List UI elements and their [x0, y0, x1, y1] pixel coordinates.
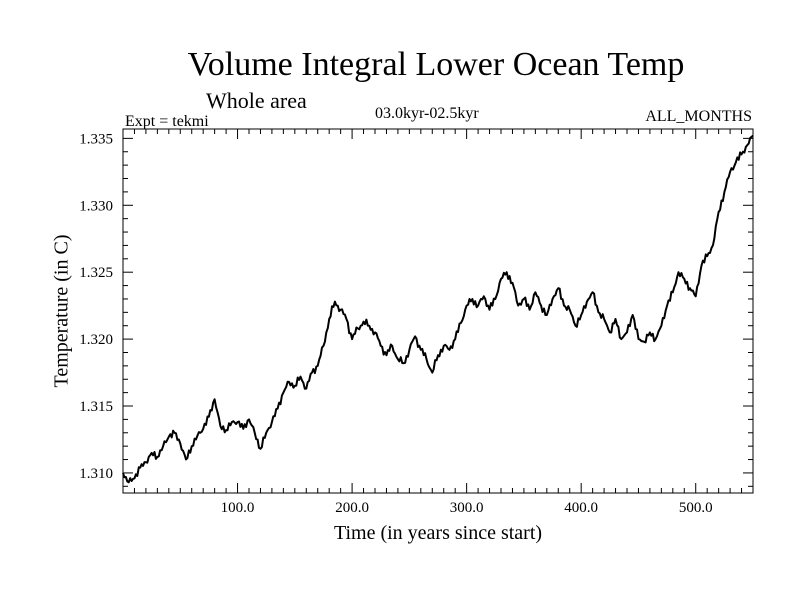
period-label: 03.0kyr-02.5kyr — [375, 105, 479, 122]
experiment-label: Expt = tekmi — [125, 113, 209, 130]
x-axis-ticks: 100.0 200.0 300.0 400.0 500.0 — [133, 129, 754, 516]
y-axis-ticks: 1.310 1.315 1.320 1.325 1.330 1.335 — [79, 131, 753, 487]
y-tick-label: 1.310 — [79, 466, 113, 482]
y-tick-label: 1.335 — [79, 131, 113, 147]
x-tick-label: 500.0 — [679, 500, 713, 516]
y-tick-label: 1.325 — [79, 265, 113, 281]
x-tick-label: 400.0 — [564, 500, 598, 516]
plot-frame — [122, 128, 754, 494]
x-tick-label: 100.0 — [221, 500, 255, 516]
x-tick-label: 200.0 — [335, 500, 369, 516]
y-tick-label: 1.315 — [79, 399, 113, 415]
x-axis-label: Time (in years since start) — [333, 522, 543, 544]
chart-title: Volume Integral Lower Ocean Temp — [187, 46, 685, 83]
x-tick-label: 300.0 — [450, 500, 484, 516]
y-tick-label: 1.330 — [79, 198, 113, 214]
y-tick-label: 1.320 — [79, 332, 113, 348]
chart-subtitle: Whole area — [206, 88, 307, 113]
series-line — [122, 134, 754, 484]
months-label: ALL_MONTHS — [645, 108, 752, 125]
